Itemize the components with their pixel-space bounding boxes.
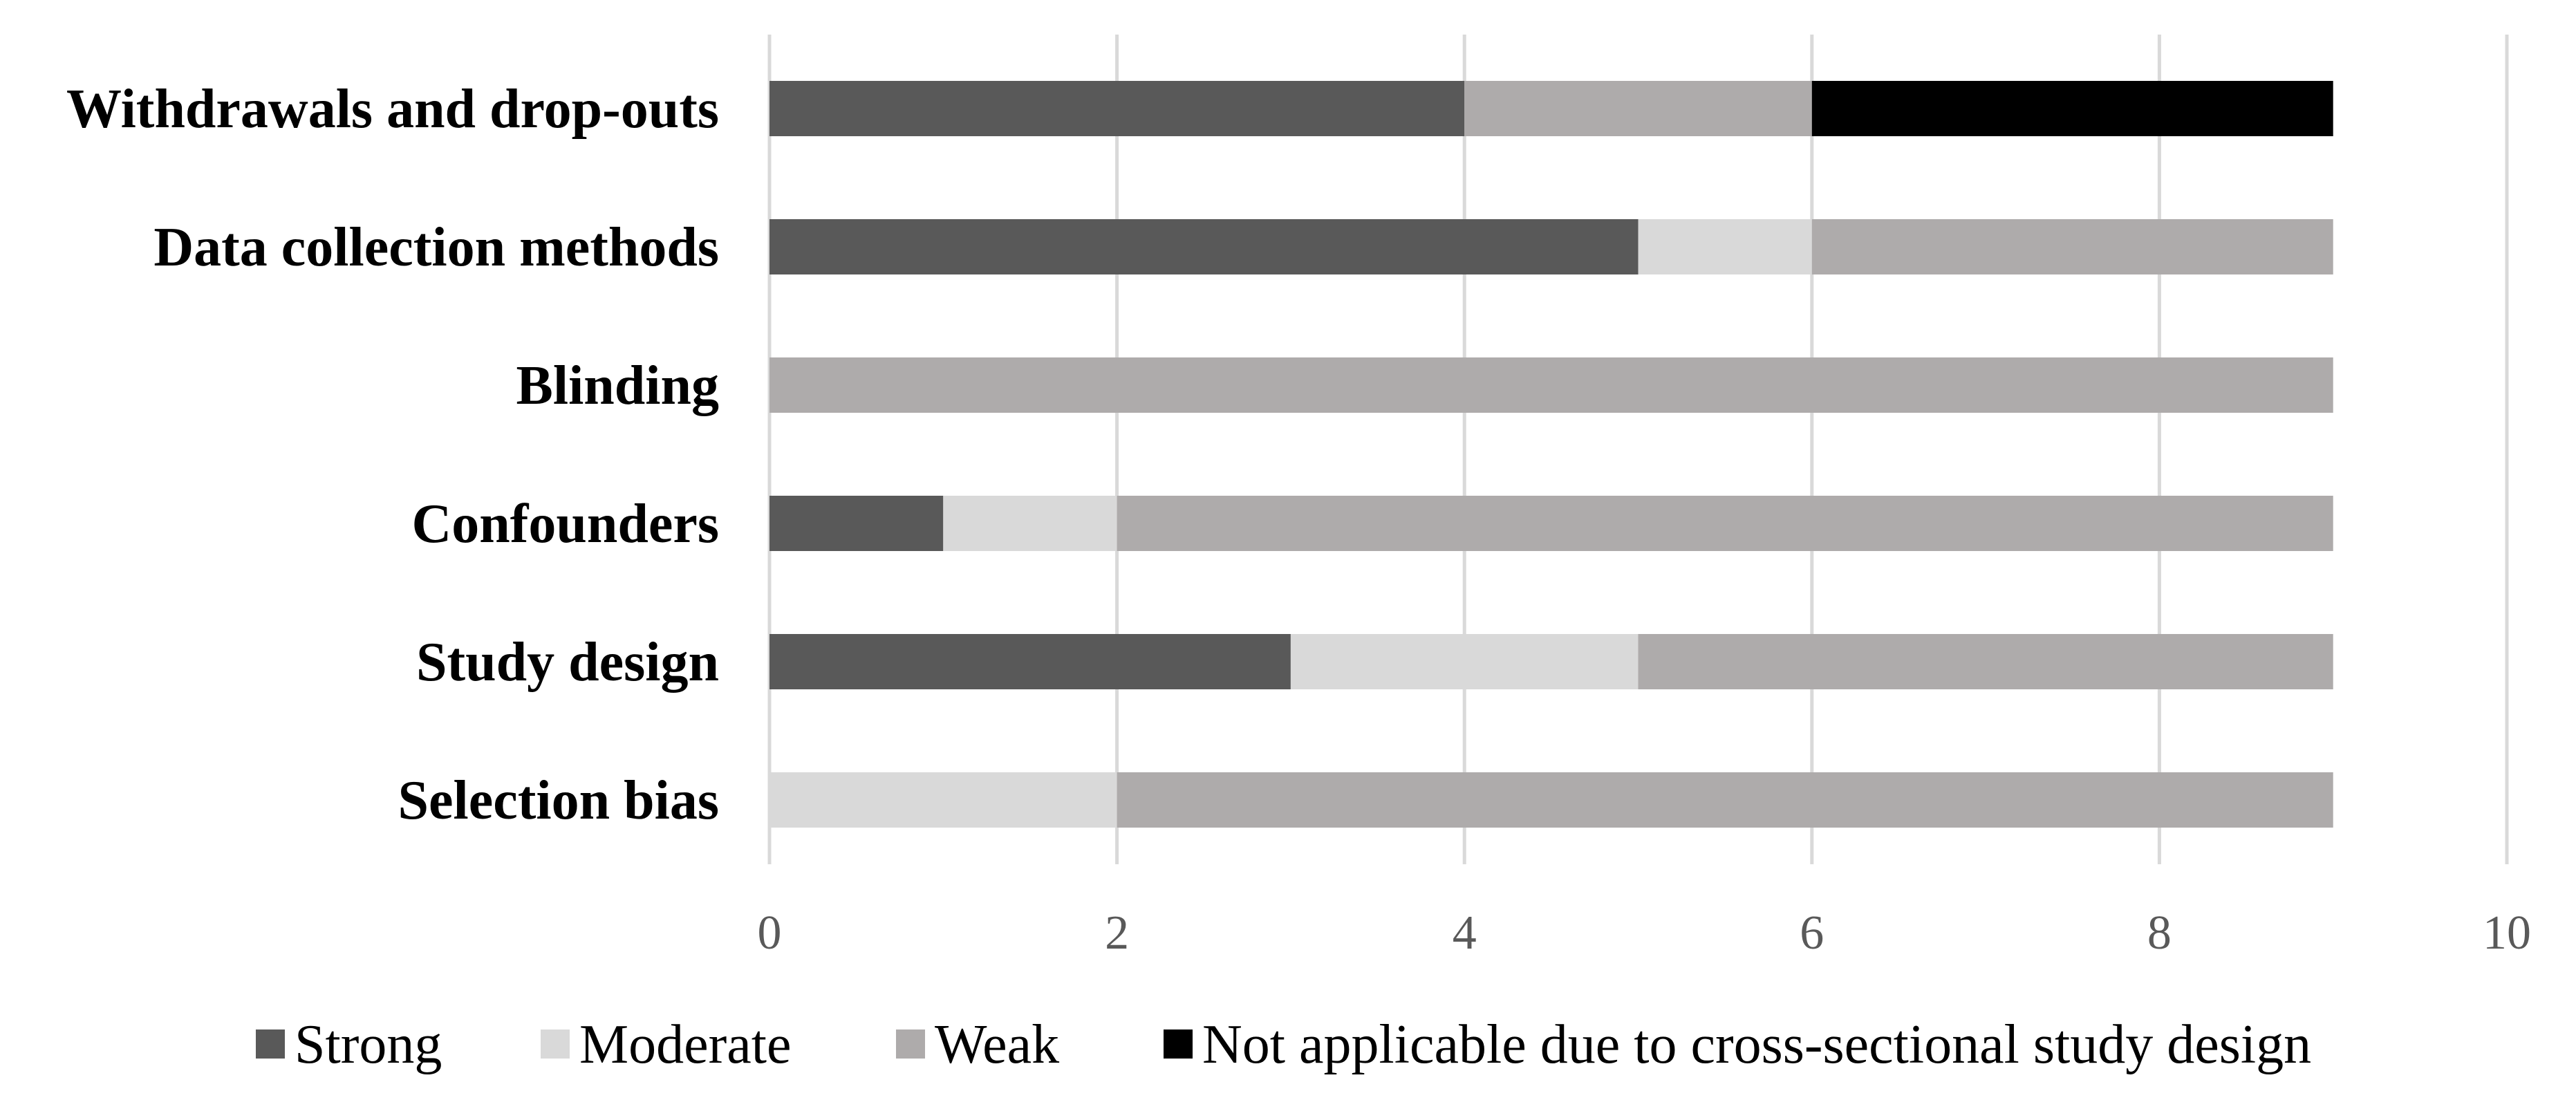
x-tick-label: 2 [1105, 906, 1129, 960]
bars [769, 81, 2333, 828]
category-labels: Withdrawals and drop-outs Data collection… [66, 79, 719, 831]
legend-swatch [1164, 1029, 1193, 1059]
bar-segment [943, 496, 1117, 551]
legend-swatch [896, 1029, 925, 1059]
bar-segment [1638, 219, 1812, 274]
bar-segment [769, 81, 1465, 136]
legend-swatch [541, 1029, 570, 1059]
bar-segment [1638, 634, 2333, 689]
category-label: Data collection methods [153, 217, 719, 278]
x-axis-ticks: 0 2 4 6 8 10 [758, 906, 2532, 960]
legend-label: Strong [295, 1014, 442, 1075]
x-tick-label: 10 [2483, 906, 2531, 960]
x-tick-label: 4 [1453, 906, 1477, 960]
legend-label: Moderate [579, 1014, 792, 1075]
gridlines [767, 35, 2509, 864]
x-tick-label: 8 [2147, 906, 2172, 960]
legend-label: Not applicable due to cross-sectional st… [1202, 1014, 2311, 1075]
x-tick-label: 6 [1800, 906, 1824, 960]
category-label: Selection bias [398, 770, 719, 831]
bar-segment [1290, 634, 1639, 689]
category-label: Withdrawals and drop-outs [66, 79, 719, 140]
bar-segment [769, 772, 1117, 828]
bar-segment [1811, 81, 2333, 136]
bar-segment [1117, 496, 2333, 551]
bar-segment [1464, 81, 1812, 136]
bar-segment [1811, 219, 2333, 274]
bar-segment [769, 496, 944, 551]
x-tick-label: 0 [758, 906, 782, 960]
category-label: Confounders [411, 494, 719, 554]
bar-segment [769, 219, 1639, 274]
category-label: Blinding [516, 355, 719, 416]
bar-segment [769, 357, 2333, 413]
legend-label: Weak [935, 1014, 1059, 1075]
legend: Strong Moderate Weak Not applicable due to … [256, 1014, 2311, 1075]
bar-segment [1117, 772, 2333, 828]
bar-segment [769, 634, 1291, 689]
category-label: Study design [416, 632, 719, 693]
legend-swatch [256, 1029, 285, 1059]
